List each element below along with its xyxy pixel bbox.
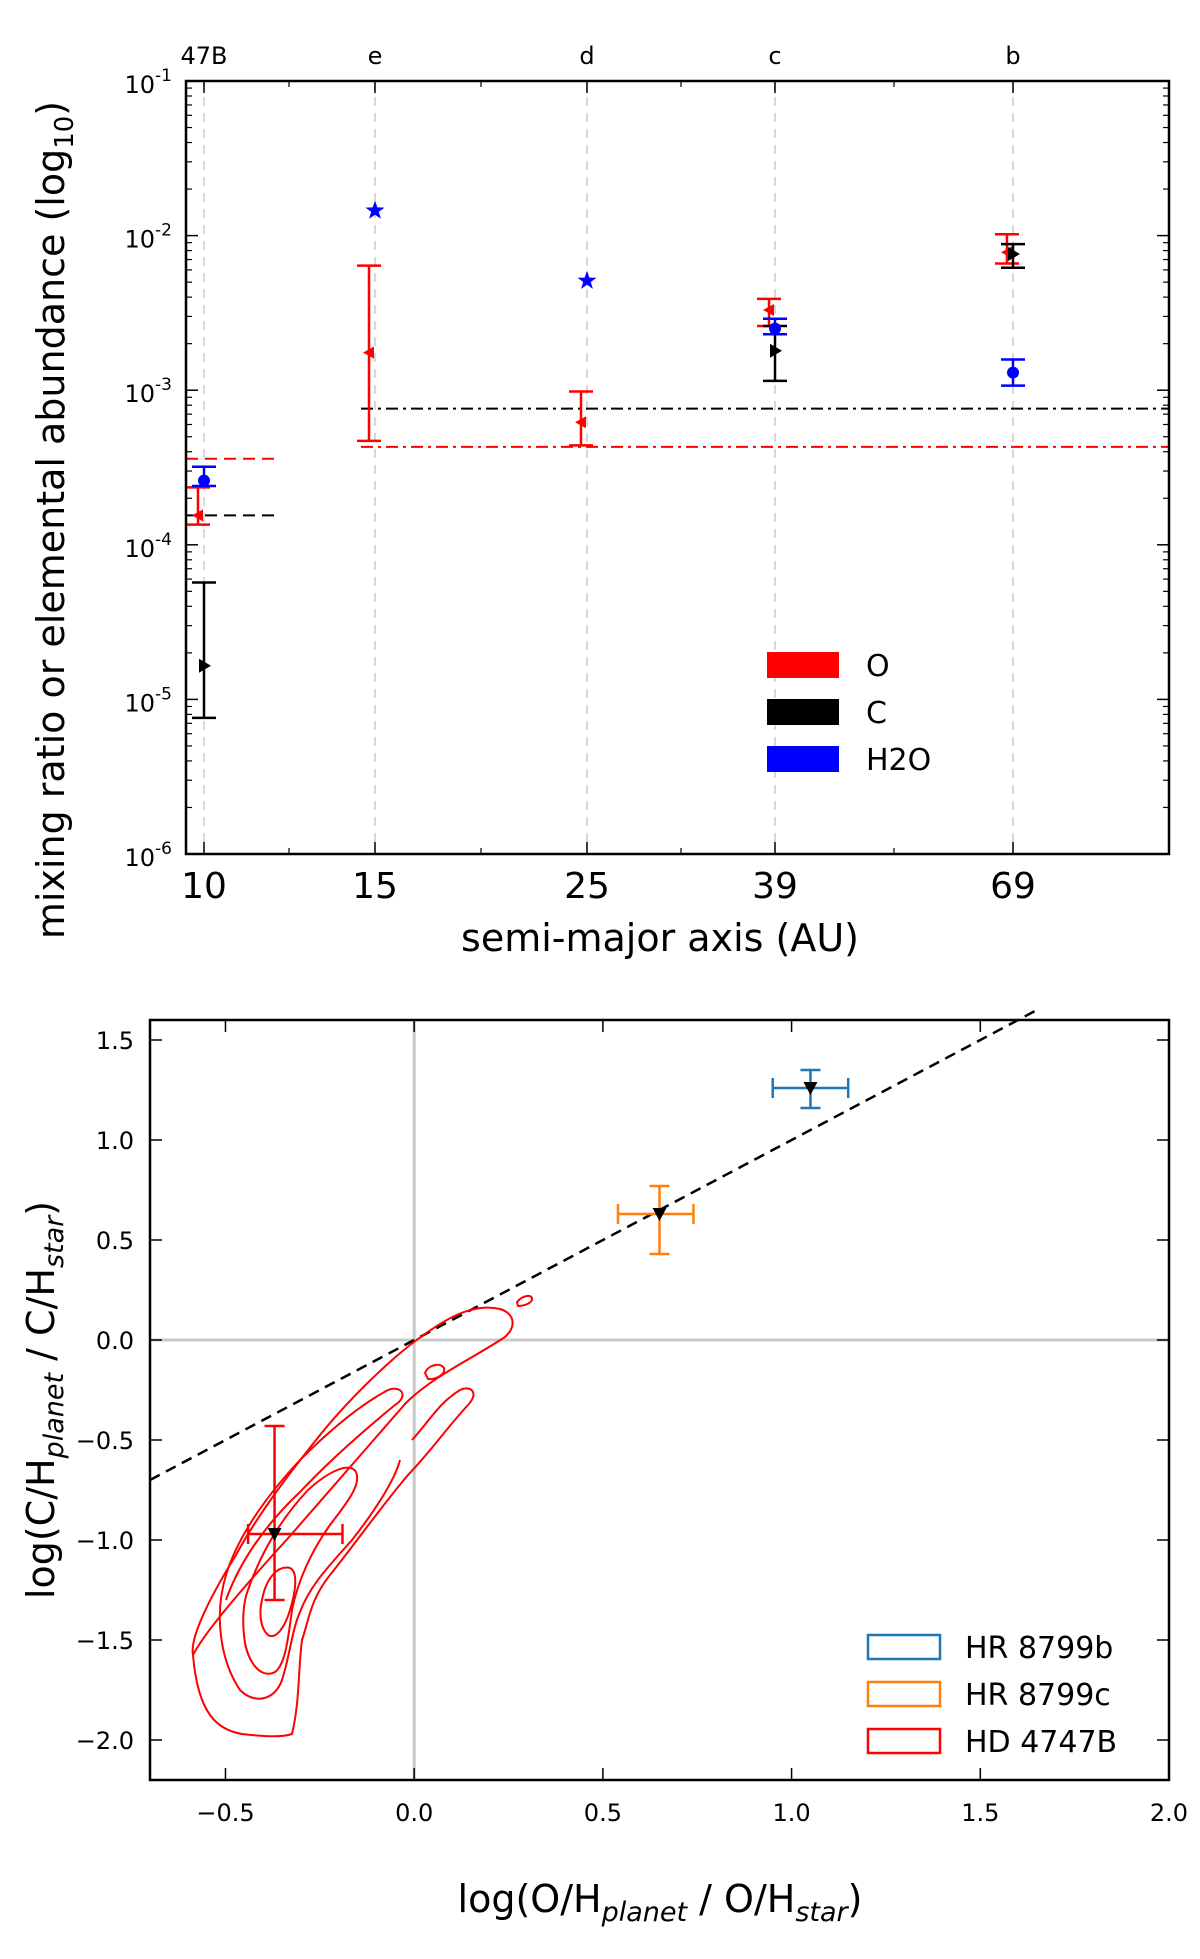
y-tick-label: 10-4 (125, 530, 173, 563)
contour-inner (259, 1566, 297, 1638)
x-tick-label: 0.5 (584, 1799, 622, 1827)
contour-third (242, 1466, 359, 1675)
point-O-10 (192, 509, 203, 522)
y-tick-label: 10-5 (125, 684, 173, 717)
legend: OC H2O (767, 649, 931, 778)
y-tick-label-base: 10 (125, 226, 156, 254)
y-tick-label-base: 10 (125, 380, 156, 408)
legend: HR 8799b HR 8799c HD 4747B (866, 1631, 1117, 1760)
point-C-69 (1008, 247, 1020, 262)
y-tick-label: 0.0 (96, 1327, 134, 1355)
ratio-panel: −0.5 0.0 0.5 1.0 1.5 2.0 1.5 1.0 0.5 0.0 −0.5 −1.0 −… (19, 1008, 1188, 1928)
data-marks (186, 200, 1025, 720)
legend-swatch-C (767, 699, 839, 725)
legend-label-H2O: H2O (866, 743, 931, 778)
y-tick-label-base: 10 (125, 689, 156, 717)
point-H2O-69 (1007, 366, 1019, 379)
planet-label-e: e (368, 42, 383, 70)
y-axis-title-sub: 10 (50, 116, 80, 149)
y-tick-label: 1.5 (96, 1027, 134, 1055)
x-axis-title: semi-major axis (AU) (461, 916, 859, 960)
legend-label-C: C (866, 696, 887, 731)
y-tick-label: −1.0 (76, 1527, 134, 1555)
plot-frame (184, 79, 1171, 856)
planet-label-c: c (768, 42, 781, 70)
y-tick-label-base: 10 (125, 535, 156, 563)
y-axis-title: mixing ratio or elemental abundance (log… (29, 101, 80, 939)
planet-label-d: d (579, 42, 594, 70)
y-tick-label-exp: -4 (155, 530, 172, 550)
y-tick-label-base: 10 (125, 844, 156, 872)
point-O-39 (763, 304, 774, 317)
y-tick-label: 10-1 (125, 66, 173, 99)
y-tick-label: 10-2 (125, 221, 173, 254)
y-tick-label: 0.5 (96, 1227, 134, 1255)
x-tick-label: −0.5 (196, 1799, 254, 1827)
planet-label-47B: 47B (180, 42, 227, 70)
y-tick-label: −0.5 (76, 1427, 134, 1455)
y-tick-label-exp: -2 (155, 221, 172, 241)
plot-frame (148, 1018, 1171, 1782)
x-tick-label-69: 69 (990, 866, 1036, 907)
data-marks (246, 1068, 850, 1602)
reference-lines (186, 407, 1169, 517)
point-H2O-39 (769, 322, 781, 335)
y-tick-label: −1.5 (76, 1627, 134, 1655)
y-tick-label-exp: -6 (155, 839, 172, 859)
y-tick-label-exp: -1 (155, 66, 172, 86)
legend-label-O: O (866, 649, 890, 684)
legend-swatch-O (767, 652, 839, 678)
planet-label-b: b (1005, 42, 1020, 70)
point-H2O-10 (198, 474, 210, 487)
y-tick-label-exp: -3 (155, 375, 172, 395)
y-tick-label: 1.0 (96, 1127, 134, 1155)
x-tick-label-10: 10 (181, 866, 227, 907)
abundance-panel: 1047B15e25d39c69b10-610-510-410-310-210-… (29, 42, 1171, 960)
contour-island-1 (423, 1363, 446, 1381)
point-HR-8799b (803, 1082, 818, 1095)
point-O-25 (575, 416, 586, 429)
point-C-39 (770, 343, 782, 358)
x-axis-title: log(O/Hplanet / O/Hstar) (458, 1877, 863, 1928)
x-tick-label-15: 15 (352, 866, 398, 907)
y-tick-label: 10-6 (125, 839, 173, 872)
y-tick-label-exp: -5 (155, 684, 172, 704)
contour-outer (191, 1306, 514, 1738)
legend-swatch-HR-8799b (866, 1633, 942, 1661)
legend-label-HR-8799b: HR 8799b (965, 1631, 1113, 1666)
y-axis-title: log(C/Hplanet / C/Hstar) (19, 1201, 70, 1599)
zero-lines (149, 1008, 1169, 1780)
x-tick-label: 1.0 (773, 1799, 811, 1827)
x-tick-label: 2.0 (1150, 1799, 1188, 1827)
axis-ticks: 1047B15e25d39c69b10-610-510-410-310-210-… (125, 42, 1169, 907)
y-axis-title-main: mixing ratio or elemental abundance (29, 234, 73, 940)
contour-island-2 (515, 1294, 534, 1308)
y-tick-label: −2.0 (76, 1727, 134, 1755)
x-tick-label: 0.0 (395, 1799, 433, 1827)
legend-label-HD-4747B: HD 4747B (965, 1725, 1117, 1760)
legend-swatch-HD-4747B (866, 1727, 942, 1755)
hd4747b-posterior-contours (191, 1294, 534, 1738)
legend-label-HR-8799c: HR 8799c (965, 1678, 1111, 1713)
x-tick-label-25: 25 (564, 866, 610, 907)
contour-second (218, 1387, 404, 1700)
point-upper-limit-25 (577, 270, 597, 289)
point-HR-8799c (652, 1208, 667, 1221)
axis-ticks: −0.5 0.0 0.5 1.0 1.5 2.0 1.5 1.0 0.5 0.0 −0.5 −1.0 −… (76, 1020, 1188, 1827)
point-upper-limit-15 (365, 200, 385, 219)
point-C-10 (199, 658, 211, 673)
legend-swatch-HR-8799c (866, 1680, 942, 1708)
one-to-one-line (149, 1008, 1038, 1482)
point-HD-4747B (267, 1528, 282, 1541)
y-tick-label: 10-3 (125, 375, 173, 408)
legend-swatch-H2O (767, 746, 839, 772)
point-O-15 (363, 346, 374, 359)
planet-vertical-guides (203, 81, 1014, 854)
x-tick-label-39: 39 (752, 866, 798, 907)
y-axis-title-log: (log (29, 149, 73, 222)
x-tick-label: 1.5 (961, 1799, 999, 1827)
y-tick-label-base: 10 (125, 71, 156, 99)
y-axis-title-close: ) (29, 101, 73, 116)
